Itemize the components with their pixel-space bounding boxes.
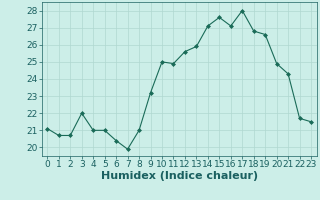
X-axis label: Humidex (Indice chaleur): Humidex (Indice chaleur) — [100, 171, 258, 181]
